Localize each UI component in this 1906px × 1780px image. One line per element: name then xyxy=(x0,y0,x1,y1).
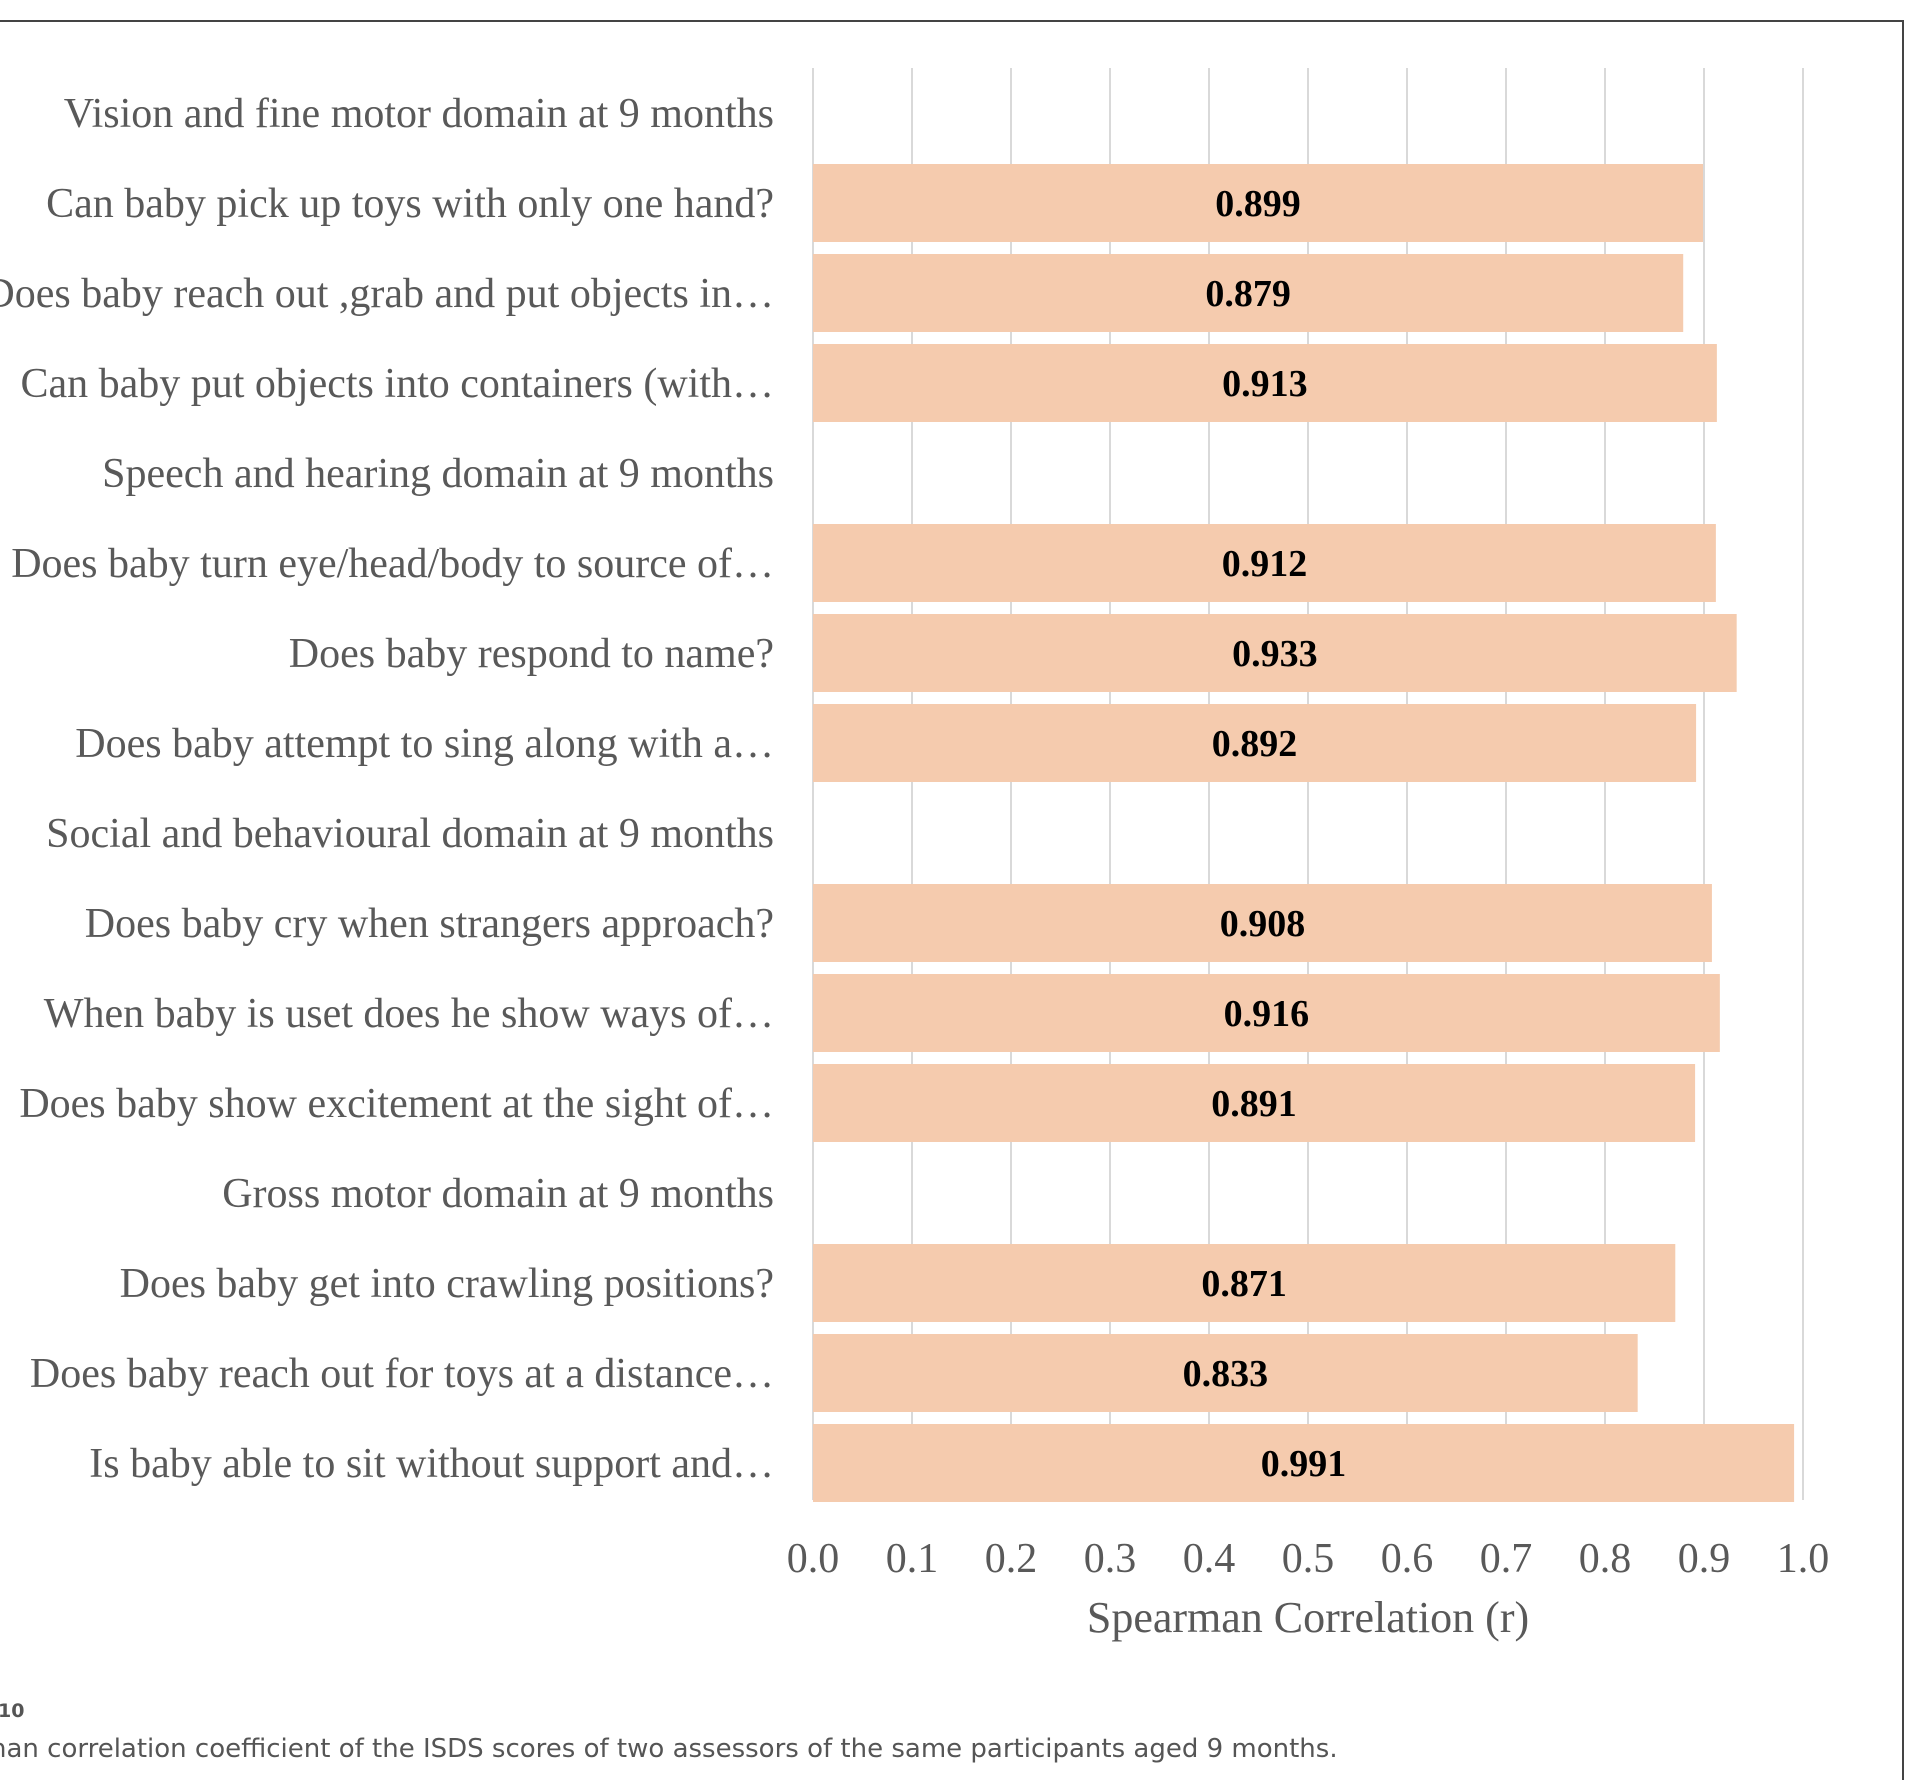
data-label: 0.899 xyxy=(1215,183,1301,225)
data-label: 0.912 xyxy=(1222,543,1308,585)
caption-text: nan correlation coefficient of the ISDS … xyxy=(0,1734,1338,1764)
x-tick-label: 0.6 xyxy=(1381,1536,1434,1582)
data-label: 0.916 xyxy=(1224,993,1310,1035)
data-label: 0.913 xyxy=(1222,363,1308,405)
x-tick-label: 0.0 xyxy=(787,1536,840,1582)
bar-chart: 0.899 0.879 0.913 0.912 0.933 0.892 0.908 0.916… xyxy=(0,68,1830,1642)
data-label: 0.908 xyxy=(1220,903,1306,945)
data-label: 0.892 xyxy=(1212,723,1298,765)
bar xyxy=(813,344,1717,422)
category-label: Does baby reach out for toys at a distan… xyxy=(30,1351,774,1397)
x-tick-label: 0.2 xyxy=(985,1536,1038,1582)
x-tick-label: 0.8 xyxy=(1579,1536,1632,1582)
category-label: Social and behavioural domain at 9 month… xyxy=(46,811,774,857)
figure-frame xyxy=(0,20,1904,1780)
x-tick-label: 0.3 xyxy=(1084,1536,1137,1582)
category-label: Does baby respond to name? xyxy=(289,631,774,677)
category-label: Speech and hearing domain at 9 months xyxy=(102,451,774,497)
category-label: Does baby show excitement at the sight o… xyxy=(19,1081,774,1127)
data-label: 0.833 xyxy=(1183,1353,1269,1395)
category-label: Does baby get into crawling positions? xyxy=(120,1261,774,1307)
bar xyxy=(813,704,1697,782)
bar xyxy=(813,974,1720,1052)
category-label: Does baby cry when strangers approach? xyxy=(85,901,774,947)
category-label: Vision and fine motor domain at 9 months xyxy=(64,91,774,137)
category-label: Does baby turn eye/head/body to source o… xyxy=(11,541,774,587)
data-label: 0.871 xyxy=(1201,1263,1287,1305)
data-label: 0.933 xyxy=(1232,633,1318,675)
x-tick-label: 0.4 xyxy=(1183,1536,1236,1582)
category-label: Does baby reach out ,grab and put object… xyxy=(0,271,774,317)
category-label: Gross motor domain at 9 months xyxy=(222,1171,774,1217)
x-tick-label: 0.5 xyxy=(1282,1536,1335,1582)
bars: 0.899 0.879 0.913 0.912 0.933 0.892 0.908 0.916… xyxy=(813,164,1795,1502)
bar xyxy=(813,1064,1696,1142)
bar xyxy=(813,1244,1676,1322)
x-tick-label: 0.9 xyxy=(1678,1536,1731,1582)
bar xyxy=(813,524,1716,602)
figure-number: 10 xyxy=(0,1700,25,1722)
category-label: Is baby able to sit without support and… xyxy=(89,1441,774,1487)
x-axis-title: Spearman Correlation (r) xyxy=(1087,1593,1529,1642)
category-label: Can baby put objects into containers (wi… xyxy=(20,361,774,407)
bar xyxy=(813,254,1684,332)
data-label: 0.891 xyxy=(1211,1083,1297,1125)
bar xyxy=(813,1334,1638,1412)
bar xyxy=(813,1424,1795,1502)
x-tick-label: 0.1 xyxy=(886,1536,939,1582)
bar xyxy=(813,614,1737,692)
data-label: 0.879 xyxy=(1205,273,1291,315)
bar xyxy=(813,884,1712,962)
data-label: 0.991 xyxy=(1261,1443,1347,1485)
category-label: Does baby attempt to sing along with a… xyxy=(75,721,774,767)
bar xyxy=(813,164,1704,242)
x-tick-label: 0.7 xyxy=(1480,1536,1533,1582)
x-tick-label: 1.0 xyxy=(1777,1536,1830,1582)
x-tick-labels: 0.0 0.1 0.2 0.3 0.4 0.5 0.6 0.7 0.8 0.9 1.0 xyxy=(787,1536,1830,1582)
category-label: When baby is uset does he show ways of… xyxy=(44,991,774,1037)
category-labels: Vision and fine motor domain at 9 months… xyxy=(0,91,774,1487)
category-label: Can baby pick up toys with only one hand… xyxy=(46,181,774,227)
